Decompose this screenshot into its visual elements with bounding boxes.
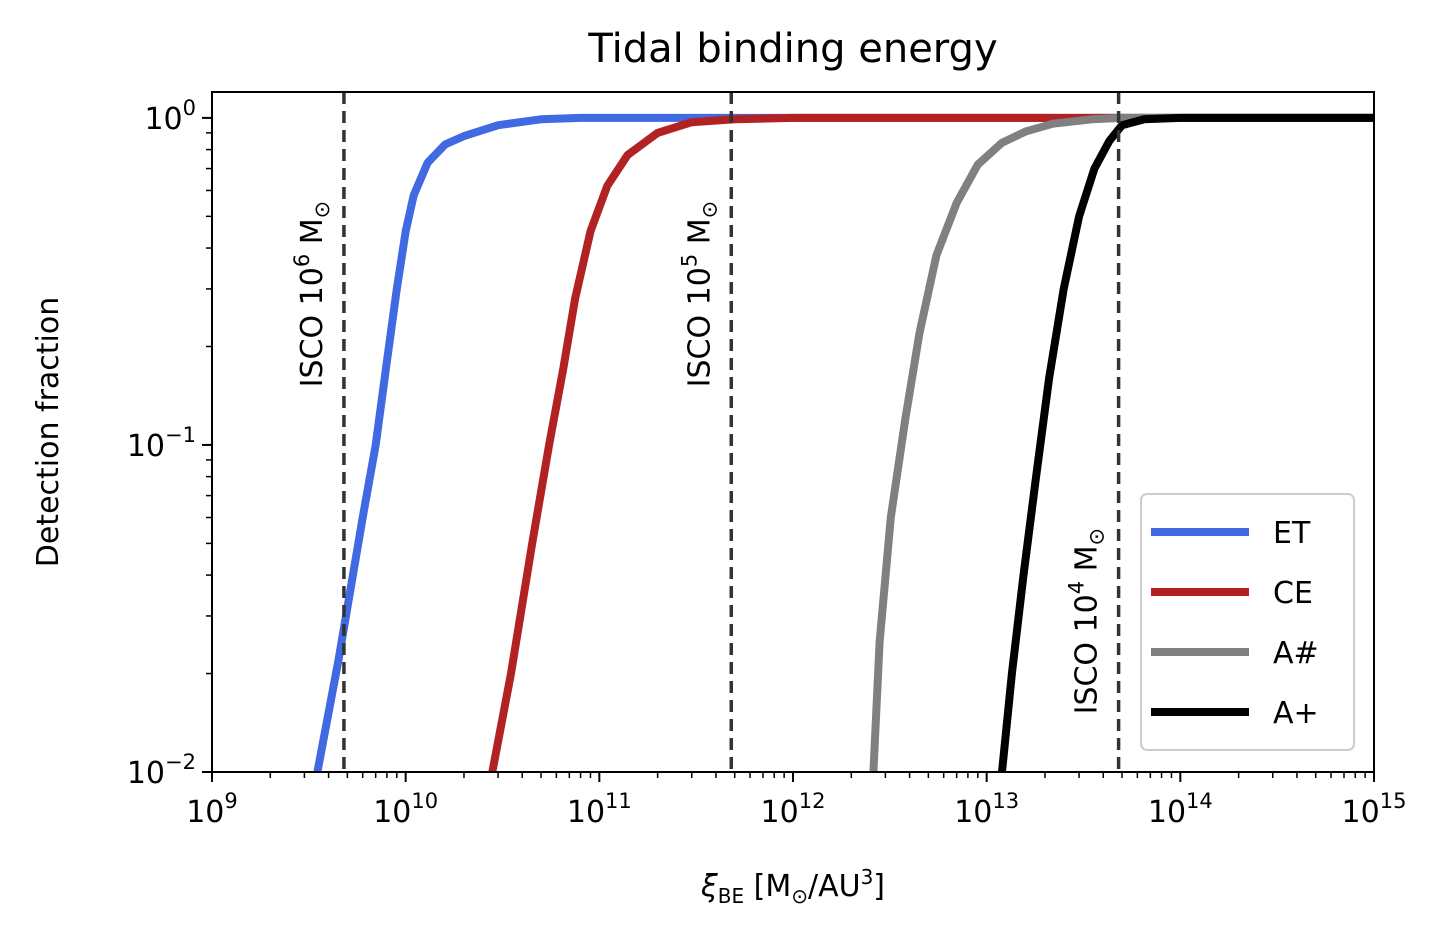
x-tick-exp: 14 [1186,789,1213,813]
isco-label-sun: ⊙ [697,201,721,219]
x-tick-exp: 13 [992,789,1019,813]
x-tick-label: 1015 [1342,789,1407,830]
x-tick-base: 10 [761,795,799,830]
x-axis-label: ξBE [M⊙/AU3] [700,865,885,908]
legend: ET CE A# A+ [1140,493,1355,751]
plot-area [313,113,1374,772]
x-tick-base: 10 [1148,795,1186,830]
isco-label-prefix: ISCO 10 [295,267,330,387]
legend-label: CE [1273,576,1313,611]
isco-label-exp: 5 [677,254,701,267]
chart-title: Tidal binding energy [587,26,997,72]
series-line-et [313,113,1374,772]
y-tick-base: 10 [127,756,165,791]
x-tick-base: 10 [186,795,224,830]
x-ticks: 109 1010 1011 1012 1013 1014 1015 [186,772,1406,830]
isco-lines [342,92,1121,772]
isco-label-suffix: M [295,218,330,253]
legend-label: A+ [1273,696,1319,731]
legend-label: A# [1273,636,1319,671]
series-line-ce [488,113,1374,772]
isco-label-suffix: M [682,218,717,253]
x-tick-label: 109 [186,789,238,830]
y-tick-exp: 0 [183,96,196,120]
x-axis-units-open: [M [744,869,791,904]
y-tick-label: 100 [144,96,196,137]
x-tick-exp: 15 [1380,789,1407,813]
isco-label: ISCO 106 M⊙ [290,201,334,388]
y-tick-exp: −1 [165,423,196,447]
x-tick-label: 1011 [567,789,632,830]
series-line-asharp [869,113,1374,772]
isco-label-prefix: ISCO 10 [1070,594,1105,714]
x-tick-label: 1012 [761,789,826,830]
isco-label: ISCO 104 M⊙ [1065,528,1109,715]
isco-label-sun: ⊙ [310,201,334,219]
x-tick-base: 10 [373,795,411,830]
y-tick-label: 10−1 [127,423,196,464]
x-tick-exp: 12 [799,789,826,813]
x-tick-base: 10 [1342,795,1380,830]
y-tick-label: 10−2 [127,750,196,791]
x-tick-exp: 9 [224,789,237,813]
x-axis-units-mid: /AU [808,869,861,904]
y-tick-base: 10 [144,102,182,137]
legend-label: ET [1273,516,1311,551]
x-axis-units-exp: 3 [861,865,874,889]
x-tick-label: 1014 [1148,789,1213,830]
x-tick-exp: 10 [411,789,438,813]
isco-label-prefix: ISCO 10 [682,267,717,387]
series-line-aplus [998,113,1374,772]
isco-label-exp: 6 [290,254,314,267]
y-tick-exp: −2 [165,750,196,774]
x-axis-sun-symbol: ⊙ [791,884,808,908]
isco-label-suffix: M [1070,545,1105,580]
x-axis-symbol: ξ [700,869,718,904]
x-axis-subscript: BE [718,884,744,908]
x-tick-exp: 11 [605,789,632,813]
x-axis-units-close: ] [873,869,885,904]
x-tick-base: 10 [567,795,605,830]
y-axis-label: Detection fraction [31,297,66,568]
legend-box [1140,493,1355,751]
isco-labels: ISCO 106 M⊙ISCO 105 M⊙ISCO 104 M⊙ [290,201,1109,715]
isco-label-sun: ⊙ [1085,528,1109,546]
x-tick-label: 1010 [373,789,438,830]
isco-label: ISCO 105 M⊙ [677,201,721,388]
x-tick-label: 1013 [954,789,1019,830]
y-tick-base: 10 [127,429,165,464]
isco-label-exp: 4 [1065,581,1089,594]
x-tick-base: 10 [954,795,992,830]
